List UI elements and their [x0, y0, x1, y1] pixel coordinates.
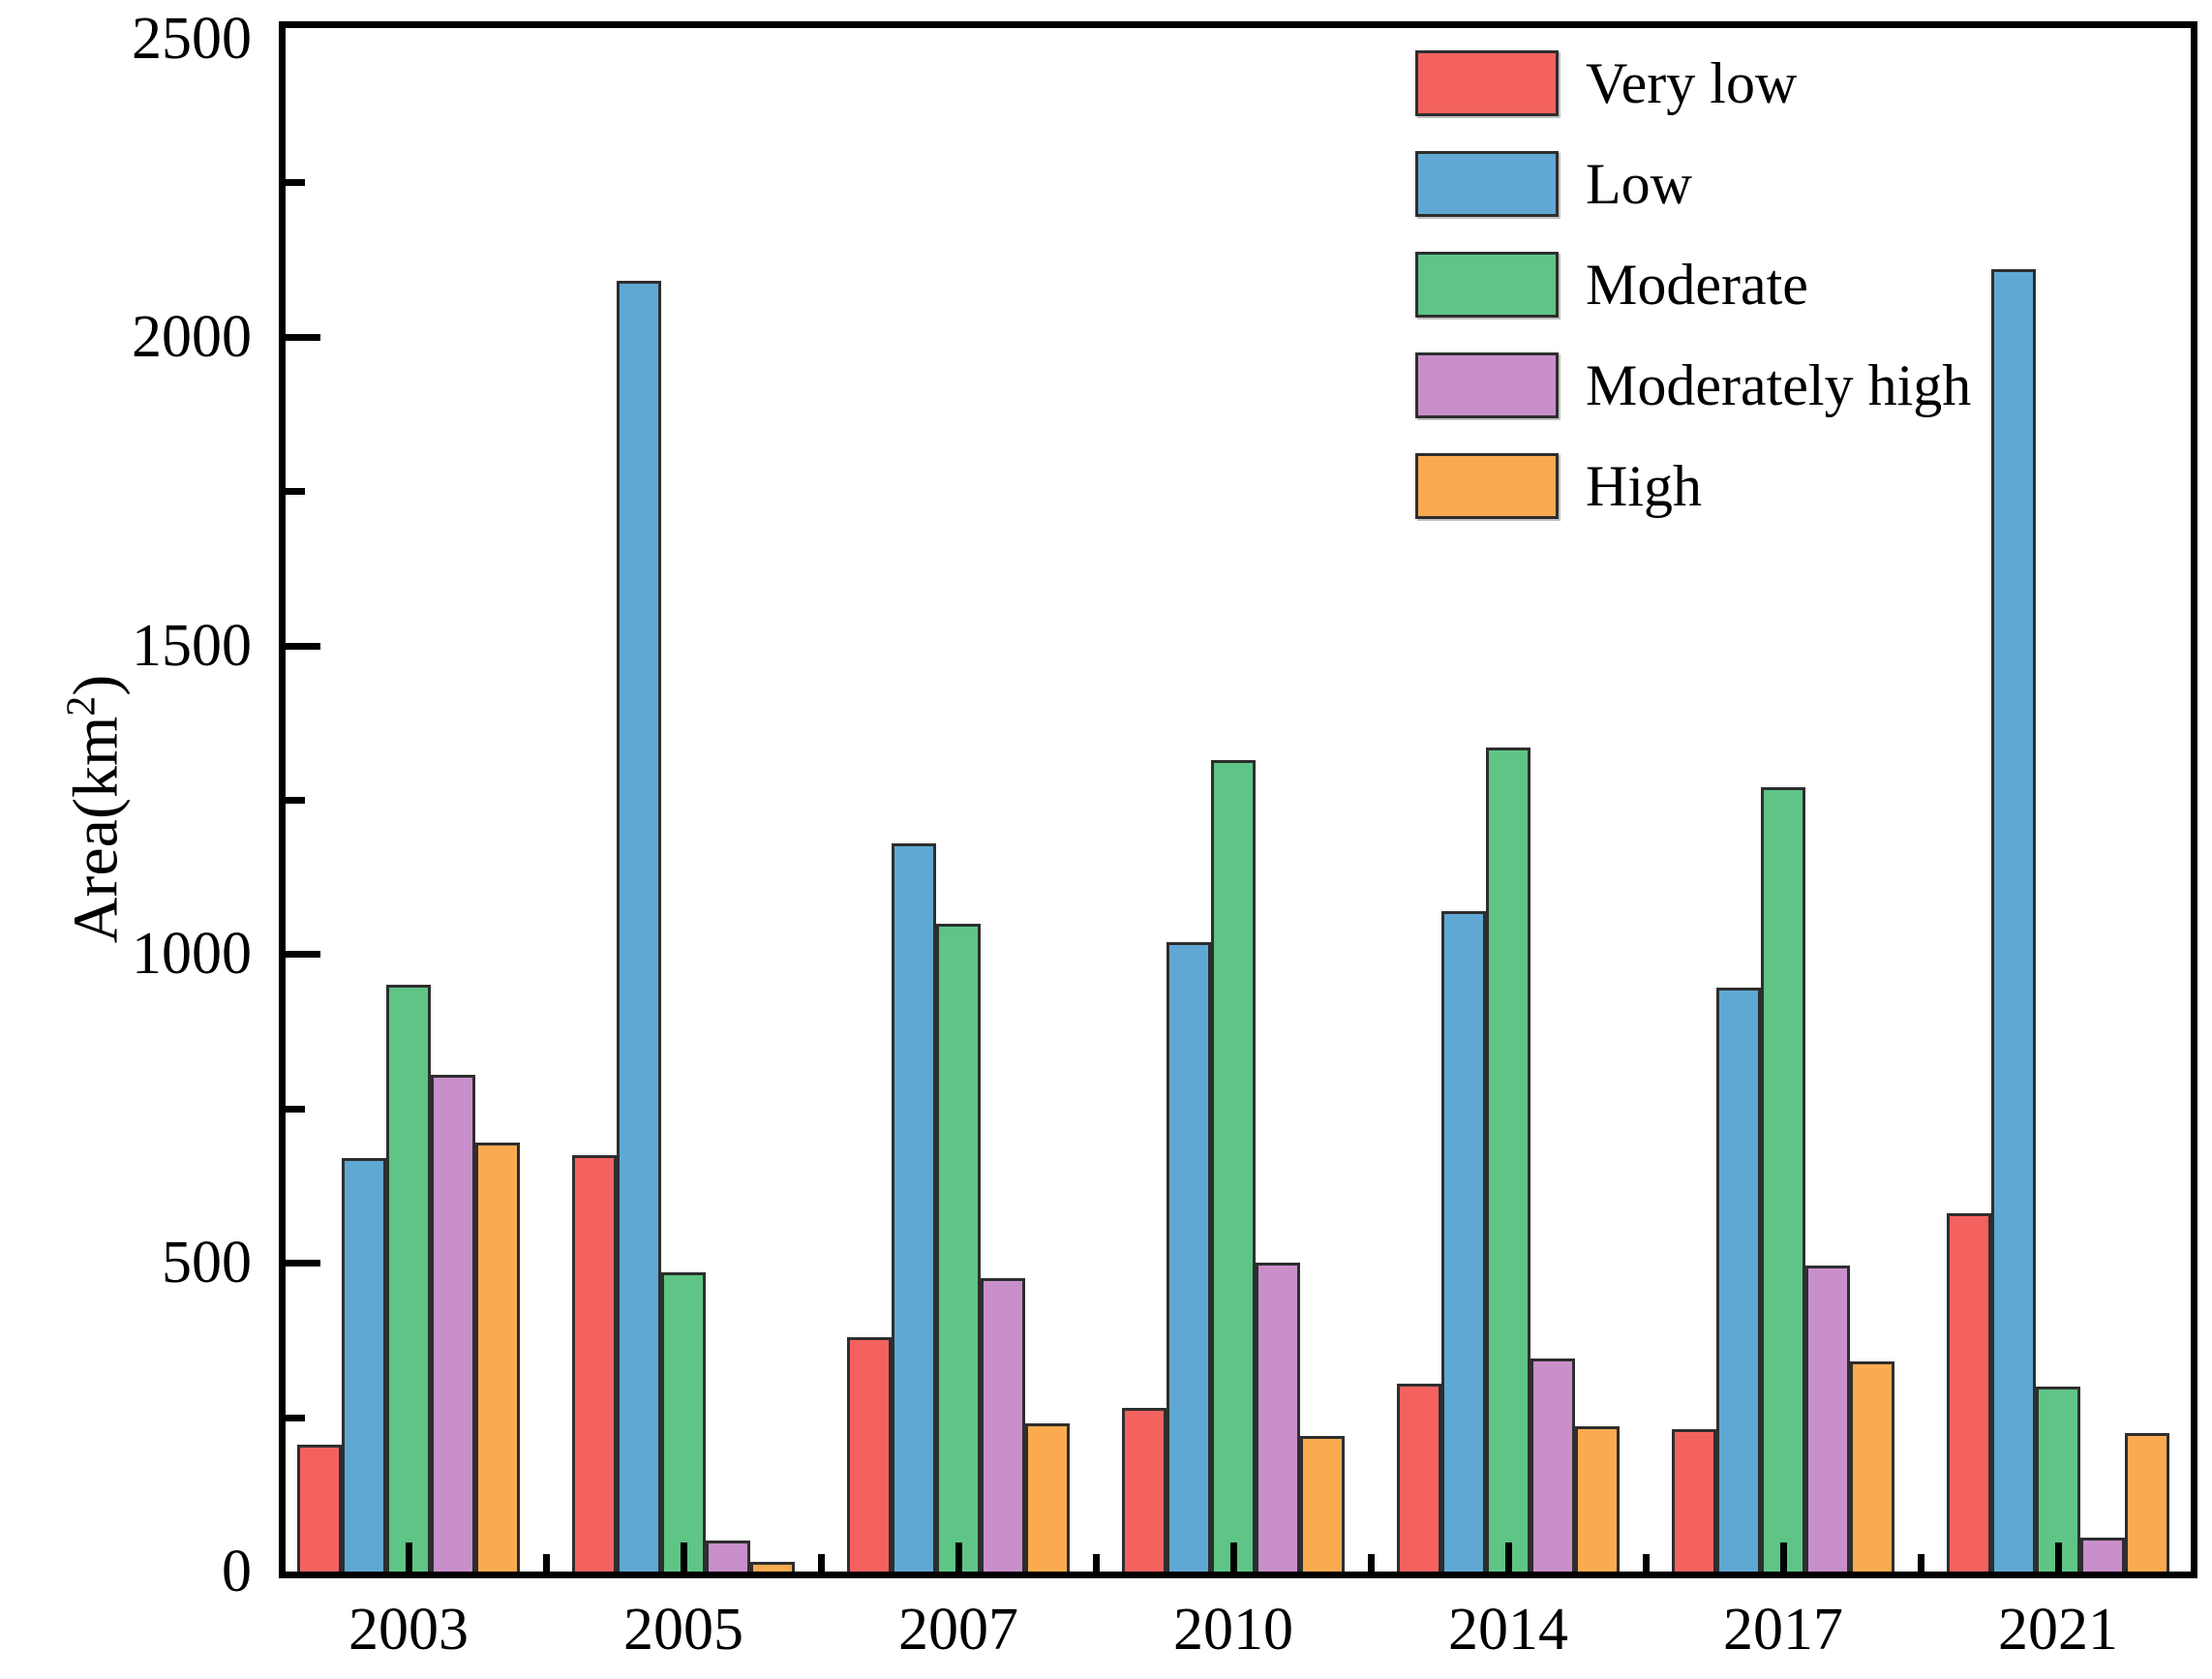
- bar-high-2021: [2125, 1432, 2169, 1572]
- legend-swatch: [1415, 352, 1559, 418]
- legend-item: Low: [1415, 151, 1971, 217]
- legend-item: Very low: [1415, 50, 1971, 116]
- bar-high-2005: [750, 1562, 795, 1572]
- bar-low-2017: [1716, 988, 1761, 1572]
- legend-label: Low: [1586, 152, 1692, 216]
- legend-item: Moderately high: [1415, 352, 1971, 418]
- y-tick-label: 1000: [132, 921, 252, 988]
- bar-moderate-2021: [2036, 1386, 2080, 1572]
- bar-low-2014: [1441, 910, 1486, 1572]
- x-minor-tick: [543, 1554, 550, 1572]
- legend-item: High: [1415, 453, 1971, 519]
- x-major-tick: [955, 1542, 962, 1572]
- bar-moderate-2014: [1486, 747, 1530, 1572]
- x-major-tick: [1780, 1542, 1787, 1572]
- y-major-tick: [286, 333, 320, 341]
- x-tick-label: 2021: [1998, 1597, 2118, 1663]
- x-tick-label: 2003: [348, 1597, 469, 1663]
- bar-moderately-high-2005: [706, 1541, 750, 1572]
- bar-very-low-2017: [1672, 1429, 1716, 1572]
- bar-moderately-high-2017: [1805, 1266, 1850, 1572]
- bar-low-2005: [617, 281, 661, 1572]
- bar-moderately-high-2007: [981, 1278, 1025, 1572]
- legend-label: Moderate: [1586, 253, 1808, 317]
- bar-very-low-2014: [1397, 1383, 1441, 1572]
- bar-very-low-2005: [572, 1154, 617, 1572]
- legend-swatch: [1415, 252, 1559, 318]
- y-minor-tick: [286, 1414, 305, 1421]
- y-tick-label: 0: [222, 1539, 252, 1604]
- legend-swatch: [1415, 151, 1559, 217]
- x-major-tick: [2055, 1542, 2062, 1572]
- bar-very-low-2021: [1947, 1213, 1991, 1572]
- bar-moderate-2003: [386, 985, 431, 1572]
- bar-moderately-high-2014: [1530, 1358, 1575, 1572]
- x-major-tick: [1505, 1542, 1512, 1572]
- y-tick-label: 2000: [132, 303, 252, 370]
- x-major-tick: [1230, 1542, 1237, 1572]
- x-major-tick: [406, 1542, 412, 1572]
- bar-high-2007: [1025, 1422, 1070, 1572]
- y-tick-label: 2500: [132, 6, 252, 72]
- x-major-tick: [681, 1542, 687, 1572]
- legend-swatch: [1415, 453, 1559, 519]
- x-tick-label: 2014: [1448, 1597, 1568, 1663]
- bar-high-2017: [1850, 1361, 1894, 1572]
- y-axis-title-close: ): [60, 674, 132, 696]
- bar-high-2010: [1300, 1435, 1345, 1572]
- bar-moderate-2005: [661, 1271, 706, 1572]
- x-minor-tick: [1093, 1554, 1100, 1572]
- y-major-tick: [286, 642, 320, 650]
- x-minor-tick: [1918, 1554, 1924, 1572]
- x-tick-label: 2010: [1173, 1597, 1293, 1663]
- y-minor-tick: [286, 488, 305, 496]
- x-tick-label: 2007: [898, 1597, 1018, 1663]
- legend: Very low Low Moderate Moderately high High: [1415, 50, 1971, 554]
- legend-item: Moderate: [1415, 252, 1971, 318]
- bar-high-2003: [475, 1142, 520, 1572]
- x-tick-label: 2017: [1723, 1597, 1843, 1663]
- y-tick-label: 1500: [132, 612, 252, 679]
- y-axis-title: Area(km2): [50, 442, 132, 1177]
- y-tick-label: 500: [162, 1230, 252, 1297]
- legend-label: Moderately high: [1586, 353, 1972, 417]
- bar-moderate-2010: [1211, 759, 1256, 1572]
- bar-low-2021: [1991, 268, 2036, 1572]
- bar-very-low-2007: [847, 1336, 892, 1572]
- bar-moderately-high-2003: [431, 1074, 475, 1572]
- bar-moderately-high-2021: [2080, 1537, 2125, 1572]
- bar-low-2003: [342, 1157, 386, 1572]
- bar-very-low-2010: [1122, 1408, 1167, 1572]
- bar-moderate-2007: [936, 923, 981, 1572]
- bar-low-2010: [1167, 941, 1211, 1572]
- x-minor-tick: [818, 1554, 825, 1572]
- y-minor-tick: [286, 797, 305, 804]
- y-minor-tick: [286, 1105, 305, 1113]
- bar-very-low-2003: [297, 1445, 342, 1572]
- y-major-tick: [286, 951, 320, 959]
- legend-label: Very low: [1586, 51, 1798, 115]
- y-axis-title-text: Area(km: [60, 716, 132, 944]
- bar-moderate-2017: [1761, 787, 1805, 1572]
- bar-high-2014: [1575, 1426, 1620, 1572]
- y-minor-tick: [286, 179, 305, 187]
- bar-low-2007: [892, 842, 936, 1572]
- x-tick-label: 2005: [623, 1597, 743, 1663]
- x-minor-tick: [1643, 1554, 1650, 1572]
- x-minor-tick: [1368, 1554, 1375, 1572]
- y-major-tick: [286, 1260, 320, 1267]
- bar-moderately-high-2010: [1256, 1263, 1300, 1572]
- legend-swatch: [1415, 50, 1559, 116]
- y-axis-title-sup: 2: [59, 695, 105, 717]
- legend-label: High: [1586, 454, 1702, 518]
